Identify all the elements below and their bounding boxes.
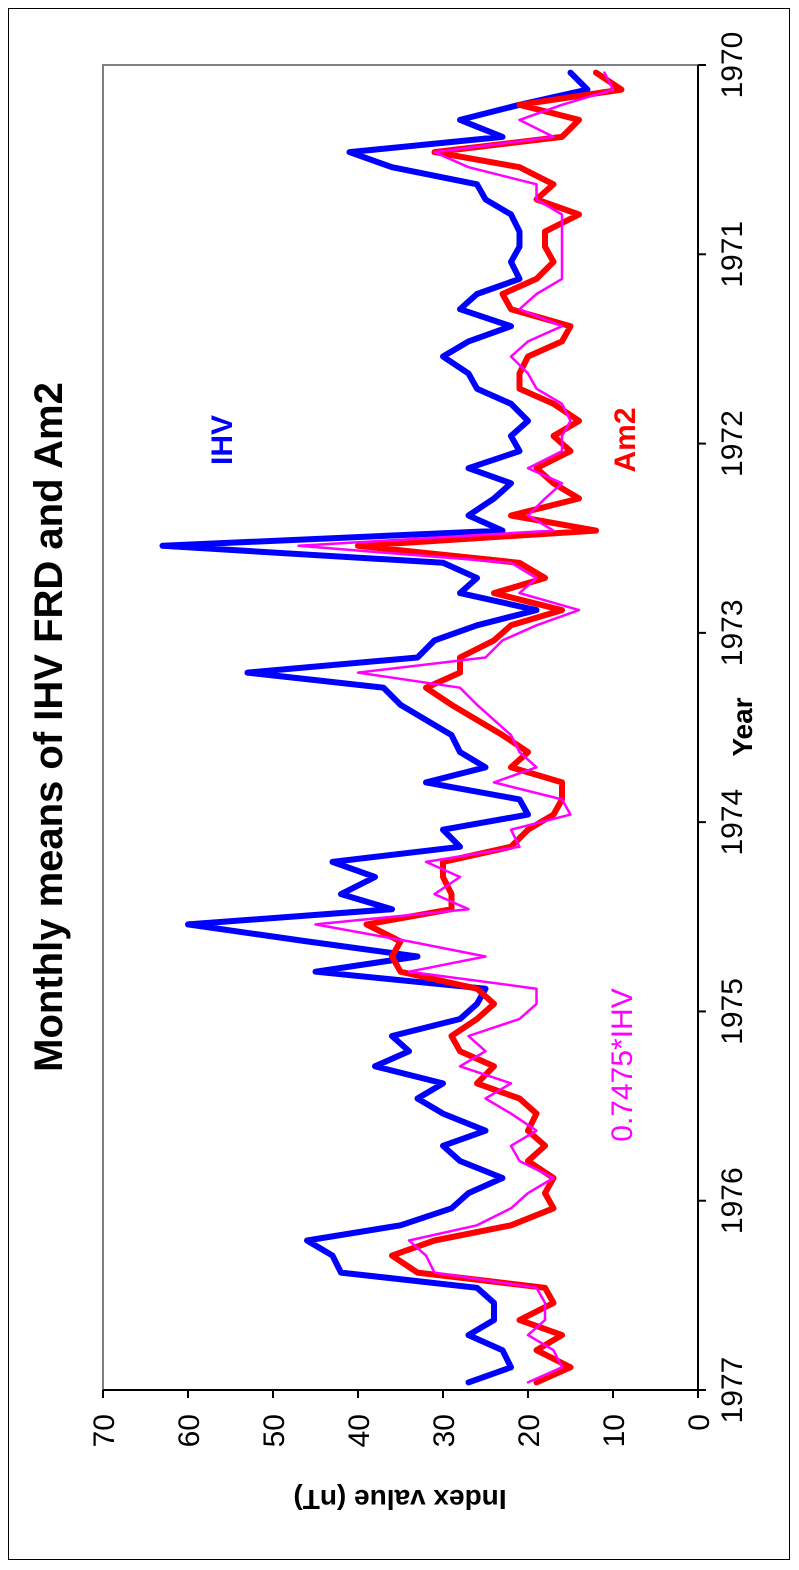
y-tick-label: 0: [683, 1414, 716, 1431]
x-tick-label: 1973: [716, 599, 749, 666]
x-tick-label: 1970: [716, 32, 749, 99]
series-label-ihv: IHV: [206, 415, 239, 465]
x-tick-label: 1971: [716, 221, 749, 288]
x-tick-label: 1974: [716, 789, 749, 856]
plot-area: [102, 64, 699, 1391]
chart-title: Monthly means of IHV FRD and Am2: [27, 382, 71, 1072]
x-tick-label: 1972: [716, 410, 749, 477]
x-tick-label: 1977: [716, 1357, 749, 1424]
series-line-am2: [355, 69, 625, 1386]
y-axis-label: Index value (nT): [293, 1484, 506, 1515]
axis-lines: [103, 65, 699, 1391]
series-label-scaled-ihv: 0.7475*IHV: [606, 988, 639, 1141]
series-line-ihv: [159, 69, 591, 1386]
figure-frame: [8, 8, 790, 1560]
series-line-0-7475-ihv: [297, 71, 615, 1384]
y-axis-ticks: 0 10 20 30 40 50 60 70: [88, 1390, 716, 1447]
series-lines: [159, 69, 625, 1386]
series-label-am2: Am2: [609, 407, 642, 472]
y-tick-label: 70: [88, 1414, 121, 1447]
y-tick-label: 40: [343, 1414, 376, 1447]
y-tick-label: 20: [513, 1414, 546, 1447]
y-tick-label: 50: [258, 1414, 291, 1447]
x-tick-label: 1976: [716, 1167, 749, 1234]
y-tick-label: 30: [428, 1414, 461, 1447]
y-tick-label: 60: [173, 1414, 206, 1447]
x-axis-label: Year: [727, 697, 758, 756]
x-tick-label: 1975: [716, 978, 749, 1045]
y-tick-label: 10: [598, 1414, 631, 1447]
x-axis-ticks: 1970 1971 1972 1973 1974 1975 1976 1977: [698, 32, 749, 1424]
